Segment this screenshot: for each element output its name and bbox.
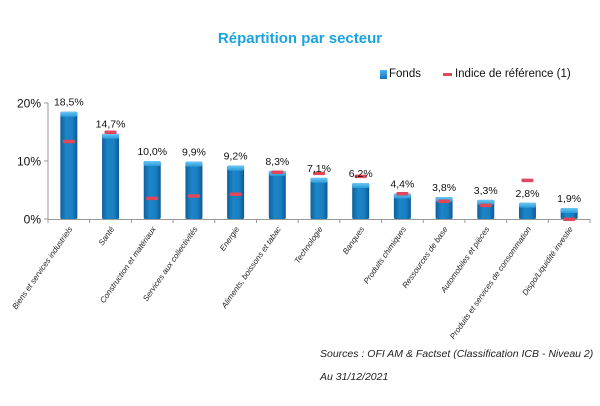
bar-value-label: 9,9%: [182, 147, 206, 159]
benchmark-marker: [187, 194, 200, 198]
bar-cap: [227, 165, 245, 171]
bar-cap: [352, 183, 370, 189]
bar-cap: [310, 177, 328, 183]
x-category-label: Banques: [341, 225, 366, 256]
x-category-label: Santé: [97, 225, 117, 248]
legend-item-fonds: Fonds: [380, 68, 421, 80]
bar-value-label: 18,5%: [54, 97, 84, 109]
benchmark-marker: [271, 170, 284, 175]
bar-fonds: [185, 161, 203, 219]
x-category-label: Technologie: [293, 225, 325, 266]
benchmark-marker: [438, 199, 451, 204]
y-tick-label: 0%: [24, 213, 42, 227]
bar-fonds: [268, 170, 286, 219]
bar-value-label: 10,0%: [137, 146, 167, 158]
bar-value-label: 14,7%: [96, 119, 126, 131]
bar-fonds: [393, 193, 411, 219]
legend-label-indice: Indice de référence (1): [454, 68, 571, 80]
as-of-date: Au 31/12/2021: [320, 371, 389, 383]
bar-fonds: [310, 177, 328, 219]
legend-label-fonds: Fonds: [389, 68, 421, 80]
benchmark-marker: [396, 191, 409, 196]
legend-item-indice: Indice de référence (1): [442, 68, 571, 80]
bar-cap: [560, 207, 578, 213]
bar-fonds: [227, 165, 245, 219]
bar-value-label: 3,3%: [474, 185, 498, 197]
benchmark-marker: [521, 178, 534, 183]
benchmark-marker: [313, 171, 325, 176]
bar-cap: [60, 111, 78, 117]
bar-fonds: [352, 183, 370, 219]
legend: Fonds Indice de référence (1): [380, 68, 593, 80]
bar-value-label: 4,4%: [390, 178, 414, 190]
benchmark-marker: [354, 174, 367, 179]
bar-fonds: [143, 161, 161, 219]
benchmark-marker: [62, 139, 75, 144]
bar-value-label: 8,3%: [265, 156, 289, 168]
y-tick-label: 10%: [17, 155, 41, 169]
benchmark-marker: [229, 192, 242, 197]
bar-value-label: 9,2%: [224, 151, 248, 163]
x-category-label: Produits chimiques: [362, 225, 408, 286]
benchmark-marker: [563, 217, 576, 221]
bar-fonds: [102, 133, 120, 219]
bar-cap: [185, 161, 203, 167]
x-category-label: Produits et services de consommation: [448, 225, 533, 341]
bar-value-label: 1,9%: [557, 193, 581, 205]
benchmark-marker: [479, 203, 492, 208]
bar-cap: [143, 161, 161, 166]
benchmark-marker: [104, 130, 117, 134]
bar-fonds: [60, 111, 78, 219]
bar-cap: [518, 202, 536, 208]
benchmark-marker: [146, 196, 159, 201]
x-category-label: Ressources de base: [401, 225, 451, 290]
y-tick-label: 20%: [17, 97, 41, 111]
bar-value-label: 7,1%: [307, 163, 331, 175]
source-note: Sources : OFI AM & Factset (Classificati…: [320, 348, 594, 360]
legend-line-swatch-icon: [442, 72, 452, 76]
bar-value-label: 6,2%: [349, 168, 373, 180]
bar-cap: [102, 133, 120, 139]
bar-value-label: 2,8%: [515, 188, 539, 200]
bar-value-label: 3,8%: [432, 182, 456, 194]
x-category-label: Energie: [218, 225, 242, 253]
legend-bar-swatch-icon: [380, 69, 387, 79]
x-category-label: Biens et services industriels: [10, 225, 74, 311]
chart-title: Répartition par secteur: [217, 30, 383, 47]
